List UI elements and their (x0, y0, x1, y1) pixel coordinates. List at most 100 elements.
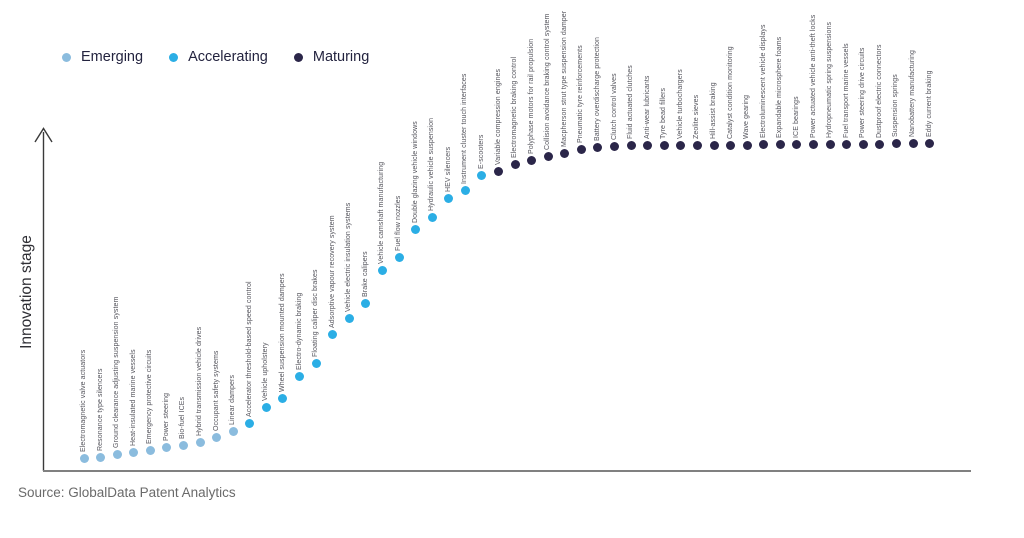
data-point-maturing (809, 139, 819, 149)
data-point-label: Electromagnetic valve actuators (80, 349, 87, 452)
data-point-label: Resonance type silencers (96, 368, 104, 451)
data-point-label: Anti-wear lubricants (643, 75, 651, 139)
data-point-emerging (178, 440, 188, 450)
y-axis-label: Innovation stage (18, 235, 35, 349)
data-point-label: Vehicle camshaft manufacturing (378, 161, 386, 264)
legend-label: Accelerating (188, 49, 268, 65)
data-point-label: Fuel transport marine vessels (842, 43, 850, 138)
data-point-maturing (692, 140, 702, 150)
data-point-maturing (759, 139, 769, 149)
data-point-label: Battery overdischarge protection (593, 37, 601, 141)
data-point-label: Electro-dynamic braking (295, 292, 303, 370)
data-point-label: Zeolite sieves (693, 94, 701, 139)
data-point-accelerating (245, 418, 255, 428)
data-point-maturing (576, 144, 586, 154)
data-point-label: E-scooters (477, 134, 485, 169)
data-point-maturing (709, 140, 719, 150)
data-point-label: Hybrid transmission vehicle drives (196, 326, 204, 436)
data-point-label: Instrument cluster touch interfaces (461, 73, 469, 185)
data-point-accelerating (427, 212, 437, 222)
data-point-emerging (79, 453, 89, 463)
data-point-accelerating (361, 298, 371, 308)
data-point-emerging (112, 449, 122, 459)
legend-item-maturing: Maturing (293, 49, 370, 65)
data-point-emerging (228, 426, 238, 436)
data-point-label: Power actuated vehicle anti-theft locks (809, 14, 817, 138)
legend-label: Emerging (81, 49, 144, 65)
legend-label: Maturing (312, 49, 370, 65)
data-point-label: Variable compression engines (494, 68, 502, 165)
data-point-label: Brake calipers (361, 251, 369, 297)
data-point-maturing (527, 155, 537, 165)
data-point-label: Double glazing vehicle windows (411, 121, 419, 223)
data-point-accelerating (377, 265, 387, 275)
data-point-maturing (742, 140, 752, 150)
data-point-label: Wheel suspension mounted dampers (278, 273, 286, 392)
data-point-label: Occupant safety systems (212, 350, 220, 432)
data-point-accelerating (295, 371, 305, 381)
data-point-emerging (145, 445, 155, 455)
data-point-label: Eddy current braking (925, 70, 933, 137)
data-point-emerging (162, 442, 172, 452)
data-point-emerging (129, 447, 139, 457)
accelerating-dot-icon (169, 52, 179, 62)
data-point-maturing (510, 159, 520, 169)
data-point-maturing (925, 138, 935, 148)
data-point-accelerating (444, 193, 454, 203)
data-point-maturing (494, 166, 503, 176)
data-point-maturing (560, 148, 570, 158)
data-point-label: Catalyst condition monitoring (726, 46, 734, 139)
data-point-accelerating (311, 358, 321, 368)
data-point-label: Ground clearance adjusting suspension sy… (113, 296, 121, 448)
data-point-label: ICE bearings (792, 96, 800, 138)
data-point-label: Expandable microsphere foams (776, 36, 784, 138)
data-point-label: Hill-assist braking (710, 82, 718, 139)
data-point-label: Vehicle turbochargers (676, 69, 684, 139)
data-point-maturing (792, 139, 802, 149)
data-point-label: Pneumatic tyre reinforcements (577, 45, 585, 143)
data-point-label: Dustproof electric connectors (875, 44, 883, 138)
data-point-label: Fuel flow nozzles (395, 195, 403, 251)
data-point-accelerating (460, 185, 470, 195)
data-point-label: Linear dampers (229, 374, 237, 425)
data-point-maturing (842, 139, 852, 149)
data-point-maturing (593, 142, 603, 152)
data-point-label: Hydraulic vehicle suspension (428, 117, 436, 211)
data-point-maturing (543, 151, 553, 161)
source-caption: Source: GlobalData Patent Analytics (18, 485, 236, 500)
data-point-label: Nanobattery manufacturing (909, 50, 916, 137)
data-point-label: Floating caliper disc brakes (312, 269, 320, 357)
data-point-accelerating (394, 252, 404, 262)
data-point-label: Electromagnetic braking control (511, 56, 519, 158)
data-point-maturing (676, 140, 686, 150)
data-point-maturing (610, 141, 620, 151)
data-point-emerging (195, 437, 205, 447)
data-point-label: Clutch control valves (610, 73, 618, 140)
data-point-label: Electroluminescent vehicle displays (759, 24, 767, 138)
data-point-label: Collision avoidance braking control syst… (544, 13, 552, 151)
up-arrow-icon (34, 127, 53, 143)
legend-item-accelerating: Accelerating (169, 49, 268, 65)
data-point-accelerating (328, 329, 338, 339)
data-point-emerging (212, 432, 222, 442)
data-point-maturing (643, 140, 653, 150)
data-point-maturing (875, 139, 885, 149)
data-point-accelerating (278, 393, 288, 403)
data-point-label: Vehicle electric insulation systems (345, 202, 353, 312)
data-point-label: HEV silencers (444, 146, 452, 192)
data-point-accelerating (344, 313, 354, 323)
data-point-label: Bio-fuel ICEs (179, 396, 187, 439)
data-point-label: Heat-insulated marine vessels (129, 349, 137, 446)
data-point-label: Power steering drive circuits (859, 47, 867, 138)
data-point-emerging (96, 452, 106, 462)
data-point-maturing (891, 138, 901, 148)
data-point-label: Tyre bead fillers (660, 87, 668, 139)
data-point-maturing (775, 139, 785, 149)
data-point-label: Suspension springs (892, 74, 900, 137)
data-point-label: Adsorptive vapour recovery system (328, 215, 336, 328)
data-point-maturing (626, 140, 636, 150)
data-point-label: Fluid actuated clutches (627, 65, 635, 139)
data-point-maturing (659, 140, 669, 150)
data-point-label: Polyphase motors for rail propulsion (527, 38, 535, 154)
data-point-accelerating (411, 224, 421, 234)
